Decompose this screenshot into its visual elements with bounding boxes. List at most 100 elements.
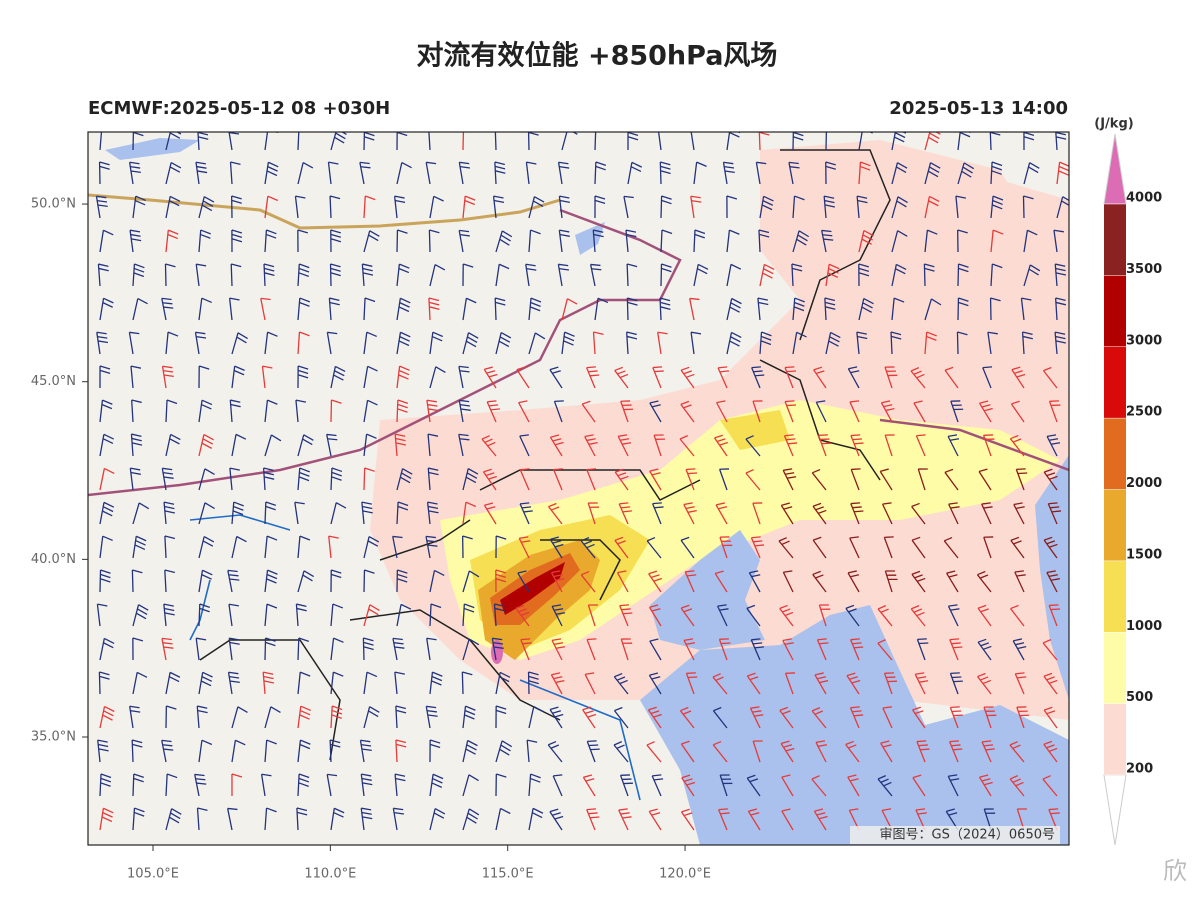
wind-barb bbox=[627, 132, 639, 151]
wind-barb bbox=[330, 569, 342, 593]
wind-barb bbox=[264, 706, 281, 729]
wind-barb bbox=[231, 433, 247, 457]
wind-barb bbox=[778, 537, 794, 559]
wind-barb bbox=[297, 535, 311, 559]
wind-barb bbox=[231, 195, 242, 219]
wind-barb bbox=[982, 366, 993, 389]
wind-barb bbox=[584, 672, 596, 695]
wind-barb bbox=[363, 331, 377, 355]
wind-barb bbox=[884, 570, 898, 593]
wind-barb bbox=[96, 331, 109, 355]
border bbox=[88, 193, 561, 230]
wind-barb bbox=[817, 434, 831, 457]
wind-barb bbox=[517, 570, 530, 593]
wind-barb bbox=[690, 132, 695, 151]
wind-barb bbox=[494, 161, 506, 185]
wind-barb bbox=[231, 365, 245, 389]
wind-barb bbox=[363, 132, 375, 151]
wind-barb bbox=[361, 263, 374, 287]
wind-barb bbox=[164, 263, 176, 287]
wind-barb bbox=[130, 433, 143, 457]
wind-barb bbox=[680, 740, 695, 763]
wind-barb bbox=[619, 774, 633, 797]
wind-barb bbox=[426, 637, 437, 661]
wind-barb bbox=[846, 672, 861, 695]
wind-barb bbox=[745, 469, 761, 491]
wind-barb bbox=[751, 366, 765, 389]
wind-barb bbox=[982, 434, 995, 457]
wind-barb bbox=[458, 399, 471, 423]
wind-barb bbox=[618, 808, 632, 831]
wind-barb bbox=[657, 331, 668, 355]
wind-barb bbox=[752, 502, 763, 525]
wind-barb bbox=[947, 434, 960, 457]
lon-label: 120.0°E bbox=[659, 867, 711, 882]
wind-barb bbox=[910, 604, 926, 627]
wind-barb bbox=[990, 263, 1003, 287]
wind-barb bbox=[1021, 331, 1033, 355]
wind-barb bbox=[594, 297, 609, 321]
wind-barb bbox=[1023, 264, 1041, 287]
wind-barb bbox=[427, 433, 439, 457]
wind-barb bbox=[297, 467, 310, 491]
wind-barb bbox=[718, 638, 731, 661]
wind-barb bbox=[792, 195, 805, 219]
wind-barb bbox=[326, 331, 338, 355]
wind-barb bbox=[396, 132, 408, 151]
wind-barb bbox=[924, 132, 941, 151]
wind-barb bbox=[779, 706, 794, 729]
wind-barb bbox=[262, 671, 275, 695]
wind-barb bbox=[481, 435, 497, 457]
wind-barb bbox=[884, 434, 895, 457]
wind-barb bbox=[429, 603, 442, 627]
wind-barb bbox=[329, 263, 341, 287]
wind-barb bbox=[297, 637, 309, 661]
wind-barb bbox=[947, 774, 960, 797]
wind-barb bbox=[363, 230, 380, 253]
wind-barb bbox=[549, 706, 564, 729]
wind-barb bbox=[297, 365, 309, 389]
wind-barb bbox=[528, 807, 544, 831]
colorbar: (J/kg) 200 500 1000 1500 2000 2500 3000 3500 4000 bbox=[1094, 117, 1162, 846]
wind-barb bbox=[329, 739, 341, 763]
wind-barb bbox=[626, 331, 638, 355]
wind-barb bbox=[229, 399, 241, 423]
wind-barb bbox=[394, 433, 407, 457]
colorbar-label: 1500 bbox=[1126, 547, 1162, 562]
wind-barb bbox=[989, 132, 1001, 151]
wind-barb bbox=[714, 434, 728, 457]
wind-barb bbox=[825, 263, 840, 287]
wind-barb bbox=[679, 435, 695, 457]
wind-barb bbox=[1012, 638, 1027, 661]
wind-barb bbox=[427, 467, 439, 491]
wind-barb bbox=[957, 162, 975, 185]
wind-barb bbox=[525, 161, 537, 185]
wind-barb bbox=[458, 229, 470, 253]
extend-bottom bbox=[1103, 774, 1127, 846]
wind-barb bbox=[462, 570, 480, 593]
wind-barb bbox=[858, 263, 870, 287]
wind-barb bbox=[98, 671, 110, 695]
wind-barb bbox=[260, 773, 272, 797]
wind-barb bbox=[813, 808, 828, 831]
wind-barb bbox=[1023, 132, 1035, 151]
wind-barb bbox=[780, 740, 795, 763]
wind-barb bbox=[392, 637, 405, 661]
wind-barb bbox=[528, 297, 542, 321]
wind-barb bbox=[392, 535, 403, 559]
wind-barb bbox=[847, 570, 860, 593]
wind-barb bbox=[850, 468, 861, 491]
wind-barb bbox=[957, 132, 971, 151]
wind-barb bbox=[685, 672, 698, 695]
wind-barb bbox=[297, 297, 311, 321]
wind-barb bbox=[1022, 195, 1034, 219]
wind-barb bbox=[429, 264, 446, 287]
wind-barb bbox=[849, 706, 864, 729]
wind-barb bbox=[363, 297, 376, 321]
wind-barb bbox=[363, 604, 380, 627]
wind-barb bbox=[1048, 400, 1061, 423]
wind-barb bbox=[330, 229, 342, 253]
wind-barb bbox=[165, 808, 182, 831]
wind-barb bbox=[620, 400, 634, 423]
wind-barb bbox=[911, 570, 926, 593]
